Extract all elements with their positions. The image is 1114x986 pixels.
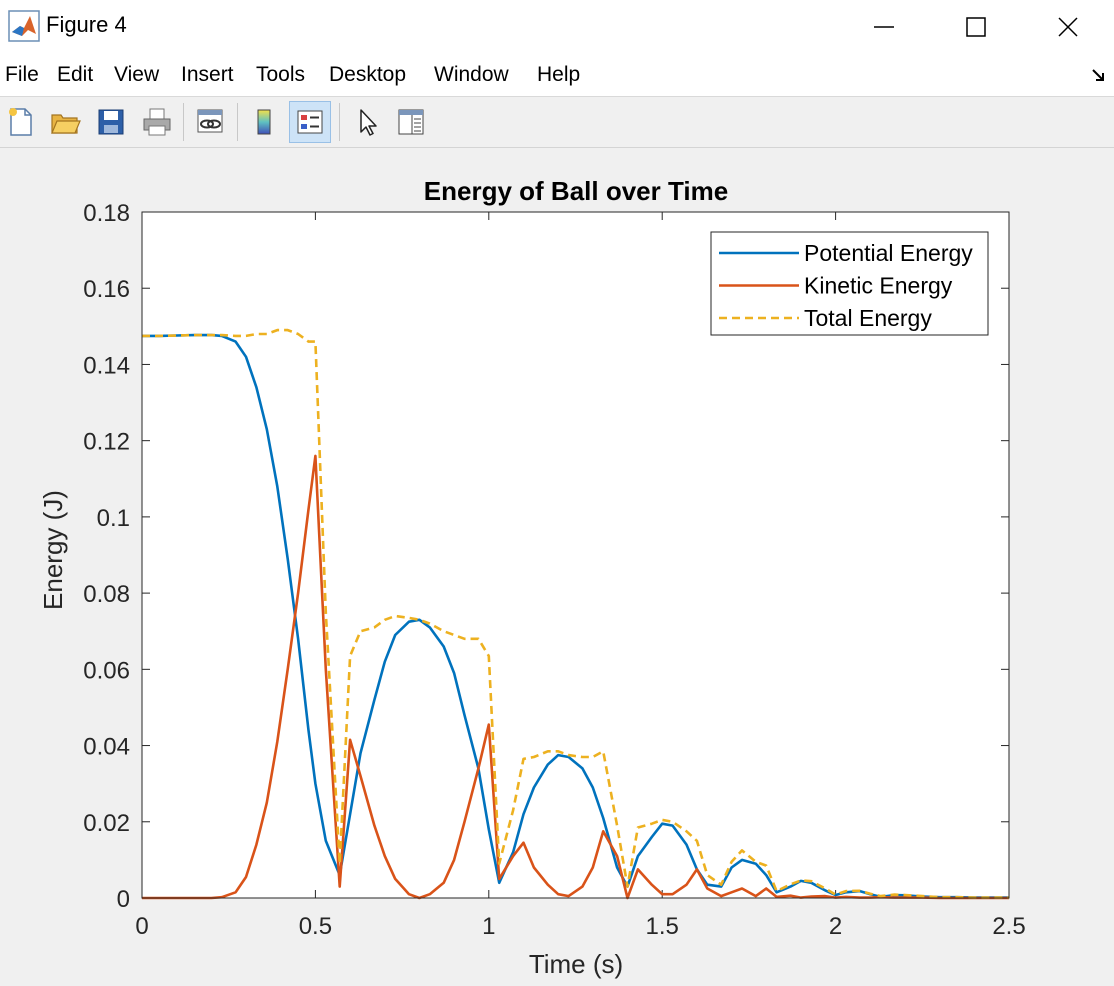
axes-box <box>141 211 1010 899</box>
insert-legend-icon <box>297 110 323 134</box>
y-tick-label: 0.1 <box>97 505 130 532</box>
open-file-icon <box>51 114 81 134</box>
title-bar: Figure 4 <box>0 0 1114 54</box>
series-line-kinetic-energy <box>142 454 1009 900</box>
x-tick-label: 2 <box>829 913 842 940</box>
save-icon <box>98 109 124 135</box>
insert-legend-button[interactable] <box>289 101 331 143</box>
legend: Potential Energy Kinetic Energy Total Ener… <box>710 231 989 336</box>
link-plot-icon <box>197 109 223 133</box>
x-axis-label: Time (s) <box>529 949 623 979</box>
y-tick-label: 0.02 <box>83 810 130 837</box>
minimize-icon <box>874 26 894 28</box>
menu-file[interactable]: File <box>5 63 39 86</box>
y-tick-label: 0.12 <box>83 429 130 456</box>
x-tick-label: 0 <box>135 913 148 940</box>
legend-label-potential-energy: Potential Energy <box>804 240 973 266</box>
legend-box <box>710 231 989 336</box>
menu-window[interactable]: Window <box>434 63 509 86</box>
menu-edit[interactable]: Edit <box>57 63 94 86</box>
series-line-potential-energy <box>142 333 1009 899</box>
new-figure-icon <box>9 108 32 136</box>
property-inspector-button[interactable] <box>390 101 432 143</box>
insert-colorbar-icon <box>257 109 271 135</box>
legend-label-kinetic-energy: Kinetic Energy <box>804 273 953 299</box>
chart-title: Energy of Ball over Time <box>424 176 728 206</box>
minimize-button[interactable] <box>838 0 930 54</box>
toolbar-separator <box>183 103 184 141</box>
figure-canvas[interactable]: Energy of Ball over Time Time (s) Energy… <box>0 148 1114 986</box>
insert-colorbar-button[interactable] <box>243 101 285 143</box>
open-file-button[interactable] <box>44 101 86 143</box>
close-icon <box>1058 17 1078 37</box>
menu-insert[interactable]: Insert <box>181 63 234 86</box>
x-tick-label: 0.5 <box>299 913 332 940</box>
line-chart[interactable]: Energy of Ball over Time Time (s) Energy… <box>0 148 1114 986</box>
edit-plot-pointer-icon <box>360 109 377 136</box>
toolbar-separator <box>237 103 238 141</box>
maximize-button[interactable] <box>930 0 1022 54</box>
dock-arrow-icon[interactable] <box>1090 66 1108 84</box>
x-tick-label: 1 <box>482 913 495 940</box>
y-tick-label: 0.06 <box>83 657 130 684</box>
menu-desktop[interactable]: Desktop <box>329 63 407 86</box>
y-tick-label: 0.16 <box>83 276 130 303</box>
toolbar-separator <box>339 103 340 141</box>
y-tick-label: 0.14 <box>83 352 130 379</box>
x-tick-label: 2.5 <box>992 913 1025 940</box>
y-tick-label: 0 <box>117 886 130 913</box>
edit-plot-button[interactable] <box>346 101 388 143</box>
print-button[interactable] <box>136 101 178 143</box>
property-inspector-icon <box>398 109 424 135</box>
y-tick-label: 0.04 <box>83 734 130 761</box>
y-axis-label: Energy (J) <box>38 490 68 610</box>
new-figure-button[interactable] <box>0 101 42 143</box>
matlab-logo-icon <box>8 10 40 42</box>
link-plot-button[interactable] <box>189 101 231 143</box>
x-tick-label: 1.5 <box>646 913 679 940</box>
legend-label-total-energy: Total Energy <box>804 305 932 331</box>
menu-bar: File Edit View Insert Tools Desktop Wind… <box>0 54 1114 97</box>
menu-help[interactable]: Help <box>537 63 581 86</box>
menu-view[interactable]: View <box>114 63 160 86</box>
y-tick-label: 0.08 <box>83 581 130 608</box>
y-tick-label: 0.18 <box>83 200 130 227</box>
window-title: Figure 4 <box>46 12 127 37</box>
print-icon <box>143 108 171 136</box>
maximize-icon <box>966 17 986 37</box>
save-button[interactable] <box>90 101 132 143</box>
close-button[interactable] <box>1022 0 1114 54</box>
menu-tools[interactable]: Tools <box>256 63 306 86</box>
figure-toolbar <box>0 97 1114 148</box>
